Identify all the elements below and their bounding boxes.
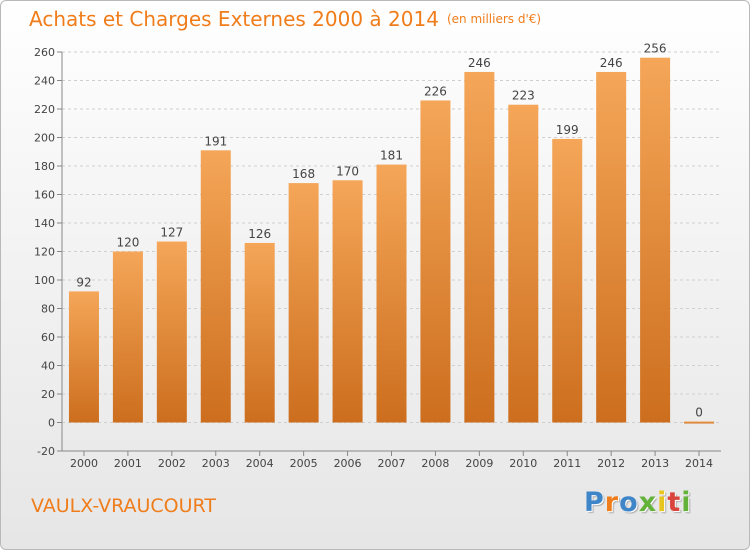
bar (68, 291, 99, 423)
y-tick-label: 120 (34, 246, 55, 259)
bar (684, 421, 715, 424)
bar (552, 138, 583, 423)
bar (420, 100, 451, 423)
bar (244, 242, 275, 423)
y-tick-label: 0 (48, 417, 55, 430)
logo-letter: x (638, 487, 658, 518)
y-tick-label: 40 (41, 360, 55, 373)
value-label: 226 (424, 84, 447, 98)
value-label: 256 (644, 42, 667, 56)
y-tick-label: 260 (34, 46, 55, 59)
bar (200, 150, 231, 423)
commune-name: VAULX-VRAUCOURT (31, 495, 216, 517)
y-tick-label: 100 (34, 274, 55, 287)
y-tick-label: 180 (34, 160, 55, 173)
x-tick-label: 2012 (597, 457, 625, 470)
y-tick-label: -20 (37, 445, 55, 458)
y-tick-label: 220 (34, 103, 55, 116)
logo-letter: i (681, 487, 692, 518)
value-label: 246 (600, 56, 623, 70)
logo-letter: t (667, 487, 682, 518)
value-label: 170 (336, 164, 359, 178)
bars (68, 57, 715, 424)
bar (156, 241, 187, 423)
x-tick-label: 2014 (685, 457, 713, 470)
x-tick-label: 2000 (70, 457, 98, 470)
value-label: 246 (468, 56, 491, 70)
bar (596, 71, 627, 423)
x-tick-label: 2013 (641, 457, 669, 470)
bar (464, 71, 495, 423)
chart-title: Achats et Charges Externes 2000 à 2014 (e… (29, 7, 541, 31)
value-label: 199 (556, 123, 579, 137)
value-label: 191 (204, 134, 227, 148)
value-label: 126 (248, 227, 271, 241)
y-tick-label: 200 (34, 132, 55, 145)
labels: -20 0 20 40 60 80 100 120 140 160 180 200 220 240 260 9… (34, 42, 713, 470)
bar (376, 164, 407, 423)
bar (288, 183, 319, 423)
chart-unit: (en milliers d'€) (446, 12, 542, 26)
proxiti-logo: Proxiti (584, 487, 692, 518)
value-label: 127 (160, 226, 183, 240)
x-tick-label: 2003 (202, 457, 230, 470)
chart-title-text: Achats et Charges Externes 2000 à 2014 (29, 7, 439, 31)
bar (112, 251, 143, 423)
x-tick-label: 2008 (421, 457, 449, 470)
logo-letter: P (584, 487, 605, 518)
x-tick-label: 2001 (114, 457, 142, 470)
x-tick-label: 2005 (290, 457, 318, 470)
logo-letter: o (619, 487, 639, 518)
x-tick-label: 2006 (334, 457, 362, 470)
x-tick-label: 2004 (246, 457, 274, 470)
y-tick-label: 160 (34, 189, 55, 202)
bar (640, 57, 671, 423)
y-tick-label: 20 (41, 388, 55, 401)
x-tick-label: 2002 (158, 457, 186, 470)
logo-letter: r (604, 487, 620, 518)
value-label: 168 (292, 167, 315, 181)
x-tick-label: 2009 (465, 457, 493, 470)
value-label: 181 (380, 149, 403, 163)
value-label: 92 (76, 275, 91, 289)
value-label: 120 (116, 236, 139, 250)
y-tick-label: 80 (41, 303, 55, 316)
x-tick-label: 2011 (553, 457, 581, 470)
x-tick-label: 2007 (378, 457, 406, 470)
bar (508, 104, 539, 423)
y-tick-label: 140 (34, 217, 55, 230)
x-tick-label: 2010 (509, 457, 537, 470)
bar (332, 180, 363, 423)
y-tick-label: 240 (34, 75, 55, 88)
axes (57, 51, 721, 456)
logo-letter: i (657, 487, 668, 518)
y-tick-label: 60 (41, 331, 55, 344)
value-label: 223 (512, 89, 535, 103)
value-label: 0 (695, 406, 703, 420)
